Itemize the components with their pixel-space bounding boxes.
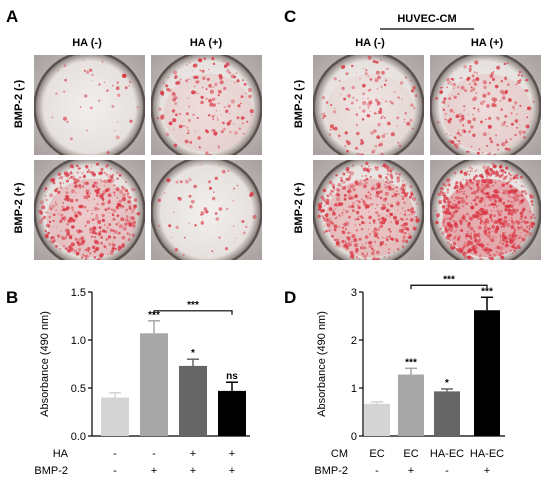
- condition-value: +: [484, 465, 490, 477]
- condition-value: EC: [369, 448, 384, 460]
- significance-label: ***: [405, 357, 417, 368]
- bar: [179, 365, 207, 436]
- panel-a-row-header-bmp-neg: BMP-2 (-): [13, 80, 25, 129]
- condition-value: +: [408, 465, 414, 477]
- well-a-ha-neg-bmp-neg: [34, 55, 145, 155]
- condition-value: -: [113, 465, 117, 477]
- condition-value: -: [113, 448, 117, 460]
- condition-value: EC: [403, 448, 418, 460]
- condition-row-name: BMP-2: [34, 465, 68, 477]
- well-photos: [34, 55, 541, 260]
- y-tick-label: 1: [351, 383, 357, 395]
- condition-value: -: [445, 465, 449, 477]
- panel-c-row-header-bmp-pos: BMP-2 (+): [293, 182, 305, 233]
- significance-label: *: [445, 378, 449, 389]
- y-tick-label: 0: [351, 431, 357, 443]
- condition-value: +: [190, 465, 196, 477]
- y-tick-label: 3: [351, 287, 357, 299]
- panel-a-col-header-ha-neg: HA (-): [72, 37, 102, 49]
- panel-letter-c: C: [284, 7, 296, 26]
- bar: [398, 374, 424, 436]
- panel-letter-d: D: [284, 288, 296, 307]
- bar: [474, 310, 500, 436]
- condition-value: +: [151, 465, 157, 477]
- condition-value: +: [190, 448, 196, 460]
- panel-letter-a: A: [6, 7, 18, 26]
- condition-value: -: [152, 448, 156, 460]
- condition-row-name: CM: [331, 448, 348, 460]
- well-a-ha-neg-bmp-pos: [34, 160, 145, 260]
- bracket-label: ***: [187, 300, 199, 311]
- condition-value: HA-EC: [470, 448, 504, 460]
- well-a-ha-pos-bmp-pos: [151, 160, 262, 260]
- y-axis-label: Absorbance (490 nm): [316, 311, 328, 417]
- y-tick-label: 0.0: [71, 431, 86, 443]
- significance-label: ***: [481, 286, 493, 297]
- condition-value: +: [229, 465, 235, 477]
- condition-row-name: BMP-2: [314, 465, 348, 477]
- condition-value: HA-EC: [430, 448, 464, 460]
- panel-letter-b: B: [6, 288, 18, 307]
- panel-a-col-header-ha-pos: HA (+): [190, 37, 223, 49]
- well-c-ha-neg-bmp-pos: [313, 160, 424, 260]
- bracket-label: ***: [443, 274, 455, 285]
- panel-a-row-header-bmp-pos: BMP-2 (+): [13, 182, 25, 233]
- well-c-ha-neg-bmp-neg: [313, 55, 424, 155]
- significance-label: *: [191, 348, 195, 359]
- panel-c-col-header-ha-pos: HA (+): [471, 37, 504, 49]
- panel-c-row-header-bmp-neg: BMP-2 (-): [293, 80, 305, 129]
- y-tick-label: 2: [351, 335, 357, 347]
- condition-value: -: [375, 465, 379, 477]
- y-tick-label: 0.5: [71, 383, 86, 395]
- y-tick-label: 1.0: [71, 335, 86, 347]
- comparison-bracket: [410, 284, 488, 290]
- bar: [364, 403, 390, 436]
- comparison-bracket: [153, 310, 233, 315]
- well-a-ha-pos-bmp-neg: [151, 55, 262, 155]
- bar: [218, 390, 246, 436]
- bar: [101, 397, 129, 436]
- panel-c-group-header: HUVEC-CM: [397, 13, 456, 25]
- well-c-ha-pos-bmp-pos: [430, 160, 541, 260]
- condition-row-name: HA: [53, 448, 69, 460]
- significance-label: ns: [226, 371, 238, 382]
- condition-value: +: [229, 448, 235, 460]
- well-c-ha-pos-bmp-neg: [430, 55, 541, 155]
- panel-c-col-header-ha-neg: HA (-): [355, 37, 385, 49]
- bar: [434, 391, 460, 436]
- bar: [140, 333, 168, 436]
- y-tick-label: 1.5: [71, 287, 86, 299]
- significance-label: ***: [148, 310, 160, 321]
- y-axis-label: Absorbance (490 nm): [39, 311, 51, 417]
